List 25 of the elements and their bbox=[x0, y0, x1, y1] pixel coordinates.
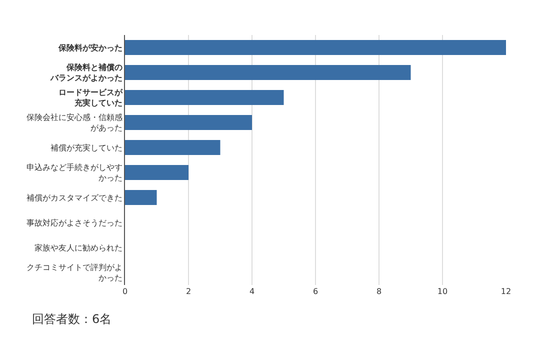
bar bbox=[125, 115, 252, 130]
x-tick-label: 2 bbox=[186, 287, 192, 296]
bar bbox=[125, 190, 157, 205]
bar bbox=[125, 140, 220, 155]
bar bbox=[125, 65, 411, 80]
x-tick-label: 4 bbox=[249, 287, 255, 296]
text: 回答者数：6名 bbox=[32, 312, 112, 326]
y-tick-label: 補償がカスタマイズできた bbox=[26, 193, 122, 202]
y-tick-label: クチコミサイトで評判がよかった bbox=[26, 263, 122, 282]
x-tick-label: 10 bbox=[437, 287, 448, 296]
y-tick-label: 事故対応がよさそうだった bbox=[26, 218, 122, 228]
y-tick-label: 保険料と補償のバランスがよかった bbox=[49, 63, 122, 82]
y-tick-label: 保険会社に安心感・信頼感があった bbox=[26, 113, 122, 132]
bar bbox=[125, 40, 506, 55]
x-tick-label: 6 bbox=[312, 287, 318, 296]
x-tick-label: 0 bbox=[122, 287, 128, 296]
x-tick-label: 12 bbox=[500, 287, 512, 296]
y-tick-label: 保険料が安かった bbox=[57, 42, 122, 52]
y-tick-label: 申込みなど手続きがしやすかった bbox=[26, 163, 122, 182]
y-tick-label: ロードサービスが充実していた bbox=[58, 88, 124, 108]
bar bbox=[125, 165, 188, 180]
y-tick-label: 補償が充実していた bbox=[50, 143, 122, 152]
bar bbox=[125, 90, 284, 105]
x-tick-label: 8 bbox=[376, 287, 382, 296]
y-tick-label: 家族や友人に勧められた bbox=[34, 243, 122, 252]
